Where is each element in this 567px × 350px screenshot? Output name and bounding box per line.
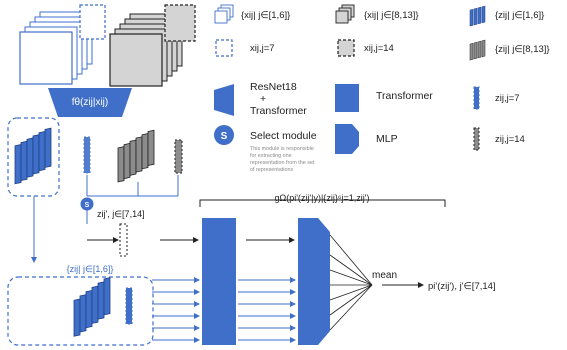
legend-x-single-a-icon [215, 39, 233, 57]
select-connectors [86, 175, 179, 197]
legend-transformer-label: Transformer [376, 90, 433, 102]
legend-x-single-b-label: xij,j=14 [364, 43, 394, 54]
bottom-set-box [7, 276, 154, 346]
legend-mlp-label: MLP [376, 133, 398, 145]
legend-x-set-b-label: {xij| j∈[8,13]} [364, 10, 419, 21]
legend-resnet-line3: Transformer [250, 105, 307, 117]
legend-x-set-a-label: {xij| j∈[1,6]} [241, 10, 290, 21]
legend-x-set-a-icon [214, 4, 234, 24]
legend-select-desc-2: for extracting one [250, 153, 292, 159]
transformer-to-mlp-arrows [238, 277, 296, 343]
legend-select-badge: S [221, 131, 228, 142]
embedding-group-box [7, 117, 60, 197]
legend-resnet-line1: ResNet18 [250, 81, 297, 93]
embedding-single-blue [83, 136, 91, 174]
input-stack-white [19, 11, 93, 85]
embedding-single-gray [174, 139, 183, 174]
mlp-to-mean-lines [329, 234, 373, 331]
encoder-label: fθ(zij|xij) [72, 97, 108, 108]
input-stack-gray [109, 13, 183, 87]
selected-embedding [119, 223, 128, 257]
legend-z-single-a-icon [473, 86, 480, 110]
mlp-block [298, 218, 330, 345]
legend-transformer-icon [335, 84, 359, 112]
bottom-single-embedding [125, 287, 133, 325]
input-dashed-white [79, 4, 106, 40]
legend-z-set-a-label: {zij| j∈[1,6]} [495, 10, 544, 21]
g-omega-bracket [199, 199, 446, 207]
bottom-embedding-stack [73, 277, 111, 337]
legend-mlp-icon [335, 124, 359, 154]
set-label: {zij| j∈[1,6]} [67, 264, 114, 274]
set-to-transformer-arrows [152, 277, 200, 343]
legend-select-desc-3: representation from the set [250, 160, 315, 166]
legend-x-set-b-icon [335, 4, 355, 24]
legend-z-single-b-label: zij,j=14 [495, 134, 525, 145]
input-dashed-gray [164, 4, 196, 42]
legend-z-single-a-label: zij,j=7 [495, 93, 520, 104]
select-module-node [80, 197, 94, 211]
selected-z-label: zij', j∈[7,14] [97, 209, 145, 219]
legend-select-title: Select module [250, 130, 317, 142]
legend-select-desc-4: of representations [250, 167, 293, 173]
legend-select-icon [214, 125, 234, 145]
legend-z-set-b-icon [469, 39, 486, 61]
legend-z-set-b-label: {zij| j∈[8,13]} [495, 44, 550, 55]
select-node-label: S [85, 202, 90, 209]
legend-x-single-a-label: xij,j=7 [250, 43, 275, 54]
g-omega-label: gΩ(pi'(zij'|y)|{zij}⁶j=1,zij') [274, 193, 369, 203]
mean-label: mean [372, 270, 397, 281]
legend-select-desc-1: This module is responsible [250, 146, 314, 152]
legend-x-single-b-icon [337, 39, 355, 57]
legend-resnet-line2: + [260, 93, 266, 105]
transformer-block [202, 218, 236, 345]
output-label: pi'(zij'), j'∈[7,14] [428, 281, 496, 292]
embedding-stack-blue [14, 127, 52, 185]
encoder-block [48, 88, 132, 117]
legend-z-single-b-icon [473, 127, 480, 151]
embedding-stack-gray [117, 129, 155, 183]
legend-z-set-a-icon [469, 5, 486, 27]
legend-resnet-icon [214, 84, 234, 116]
